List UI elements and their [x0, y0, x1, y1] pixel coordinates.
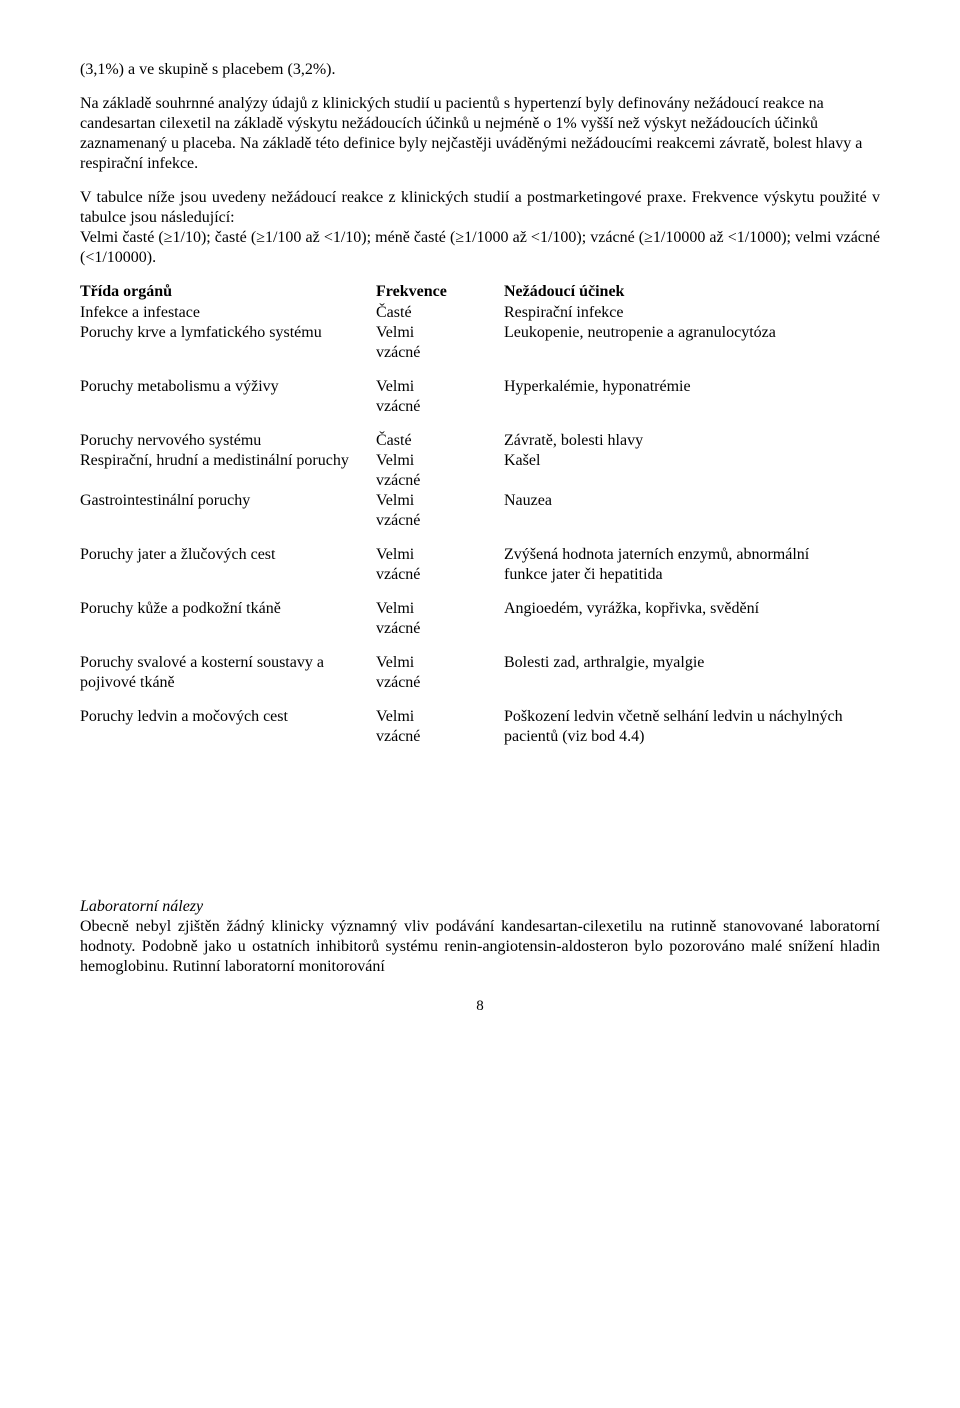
- cell-frequency: Velmivzácné: [376, 491, 504, 531]
- cell-frequency: Velmivzácné: [376, 451, 504, 491]
- intro-fragment: (3,1%) a ve skupině s placebem (3,2%).: [80, 60, 880, 80]
- lab-heading: Laboratorní nálezy: [80, 898, 203, 915]
- table-row: Poruchy nervového systémuČastéZávratě, b…: [80, 417, 880, 451]
- cell-frequency: Velmivzácné: [376, 363, 504, 417]
- cell-organ: Respirační, hrudní a medistinální poruch…: [80, 451, 376, 491]
- cell-effect: Angioedém, vyrážka, kopřivka, svědění: [504, 585, 880, 639]
- cell-effect: Leukopenie, neutropenie a agranulocytóza: [504, 323, 880, 363]
- table-row: Poruchy ledvin a močových cestVelmivzácn…: [80, 693, 880, 747]
- cell-organ: Poruchy nervového systému: [80, 417, 376, 451]
- table-row: Poruchy krve a lymfatického systémuVelmi…: [80, 323, 880, 363]
- cell-organ: Poruchy jater a žlučových cest: [80, 531, 376, 585]
- para2-text: V tabulce níže jsou uvedeny nežádoucí re…: [80, 189, 880, 226]
- table-row: Poruchy kůže a podkožní tkáněVelmivzácné…: [80, 585, 880, 639]
- cell-frequency: Velmivzácné: [376, 585, 504, 639]
- cell-effect: Nauzea: [504, 491, 880, 531]
- cell-organ: Infekce a infestace: [80, 303, 376, 323]
- cell-organ: Poruchy metabolismu a výživy: [80, 363, 376, 417]
- cell-frequency: Časté: [376, 303, 504, 323]
- table-row: Poruchy svalové a kosterní soustavy a po…: [80, 639, 880, 693]
- lab-section: Laboratorní nálezy Obecně nebyl zjištěn …: [80, 897, 880, 977]
- table-row: Poruchy jater a žlučových cestVelmivzácn…: [80, 531, 880, 585]
- para2b-text: Velmi časté (≥1/10); časté (≥1/100 až <1…: [80, 229, 880, 266]
- cell-effect: Zvýšená hodnota jaterních enzymů, abnorm…: [504, 531, 880, 585]
- cell-frequency: Velmivzácné: [376, 639, 504, 693]
- cell-organ: Poruchy krve a lymfatického systému: [80, 323, 376, 363]
- cell-frequency: Velmivzácné: [376, 531, 504, 585]
- cell-effect: Kašel: [504, 451, 880, 491]
- cell-effect: Hyperkalémie, hyponatrémie: [504, 363, 880, 417]
- cell-organ: Gastrointestinální poruchy: [80, 491, 376, 531]
- adverse-effects-table: Třída orgánů Frekvence Nežádoucí účinek …: [80, 282, 880, 747]
- cell-organ: Poruchy ledvin a močových cest: [80, 693, 376, 747]
- header-frequency: Frekvence: [376, 282, 504, 303]
- cell-effect: Respirační infekce: [504, 303, 880, 323]
- cell-frequency: Velmivzácné: [376, 693, 504, 747]
- lab-paragraph: Obecně nebyl zjištěn žádný klinicky význ…: [80, 918, 880, 975]
- header-effect: Nežádoucí účinek: [504, 282, 880, 303]
- table-row: Respirační, hrudní a medistinální poruch…: [80, 451, 880, 491]
- cell-organ: Poruchy svalové a kosterní soustavy a po…: [80, 639, 376, 693]
- cell-frequency: Velmivzácné: [376, 323, 504, 363]
- page-number: 8: [80, 997, 880, 1016]
- header-organ: Třída orgánů: [80, 282, 376, 303]
- paragraph-2: V tabulce níže jsou uvedeny nežádoucí re…: [80, 188, 880, 268]
- table-header-row: Třída orgánů Frekvence Nežádoucí účinek: [80, 282, 880, 303]
- table-row: Infekce a infestaceČastéRespirační infek…: [80, 303, 880, 323]
- cell-frequency: Časté: [376, 417, 504, 451]
- cell-effect: Poškození ledvin včetně selhání ledvin u…: [504, 693, 880, 747]
- cell-effect: Bolesti zad, arthralgie, myalgie: [504, 639, 880, 693]
- cell-organ: Poruchy kůže a podkožní tkáně: [80, 585, 376, 639]
- table-row: Poruchy metabolismu a výživyVelmivzácnéH…: [80, 363, 880, 417]
- paragraph-1: Na základě souhrnné analýzy údajů z klin…: [80, 94, 880, 174]
- table-row: Gastrointestinální poruchyVelmivzácnéNau…: [80, 491, 880, 531]
- cell-effect: Závratě, bolesti hlavy: [504, 417, 880, 451]
